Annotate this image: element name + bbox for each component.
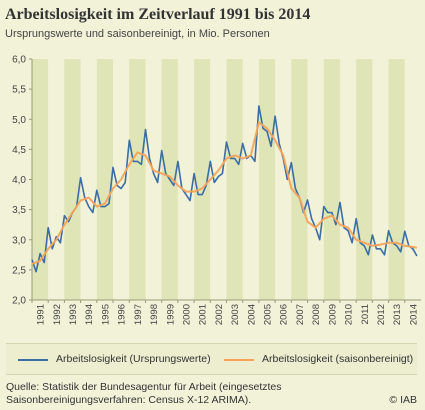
x-tick-label: 2008 <box>311 304 322 325</box>
year-band <box>275 59 292 300</box>
chart-title: Arbeitslosigkeit im Zeitverlauf 1991 bis… <box>5 6 311 23</box>
source-line: Saisonbereinigungsverfahren: Census X-12… <box>6 394 252 406</box>
x-tick-label: 1998 <box>149 304 160 325</box>
x-tick-label: 2003 <box>230 304 241 325</box>
year-band <box>339 59 357 300</box>
year-band <box>242 59 259 300</box>
year-band <box>32 59 49 300</box>
source-note: Quelle: Statistik der Bundesagentur für … <box>6 381 336 407</box>
y-tick-label: 3,5 <box>12 205 26 216</box>
x-tick-label: 1995 <box>100 304 111 325</box>
x-tick-label: 1997 <box>133 304 144 325</box>
y-tick-label: 5,5 <box>12 85 26 96</box>
chart-subtitle: Ursprungswerte und saisonbereinigt, in M… <box>5 28 270 40</box>
y-tick-label: 4,0 <box>12 175 26 186</box>
year-band <box>307 59 324 300</box>
x-tick-label: 2001 <box>198 304 209 325</box>
x-tick-label: 2011 <box>360 304 371 324</box>
year-band <box>404 59 421 300</box>
y-tick-label: 2,5 <box>12 265 26 276</box>
year-band <box>372 59 389 300</box>
series-line-seasonal <box>31 121 418 265</box>
year-band <box>258 59 276 300</box>
x-tick-label: 2005 <box>263 304 274 325</box>
x-tick-label: 1992 <box>52 304 63 325</box>
x-tick-label: 2012 <box>376 304 387 325</box>
series-line-raw <box>31 105 418 273</box>
legend-swatch-raw <box>18 359 48 361</box>
x-tick-label: 2007 <box>295 304 306 325</box>
year-band <box>323 59 340 300</box>
x-tick-label: 2014 <box>408 304 419 325</box>
y-tick-label: 3,0 <box>12 235 26 246</box>
x-tick-label: 2010 <box>344 304 355 325</box>
x-tick-label: 2000 <box>181 304 192 325</box>
x-tick-label: 2002 <box>214 304 225 325</box>
year-band <box>226 59 243 300</box>
y-tick-label: 4,5 <box>12 145 26 156</box>
x-tick-label: 2009 <box>327 304 338 325</box>
y-tick-label: 2,0 <box>12 296 26 307</box>
line-chart: 2,0 2,5 3,0 3,5 4,0 4,5 5,0 5,5 6,0 1991 1992 1993 1… <box>12 55 421 325</box>
x-tick-label: 1994 <box>84 304 95 325</box>
y-tick-label: 5,0 <box>12 115 26 126</box>
year-band <box>210 59 227 300</box>
x-tick-label: 1993 <box>68 304 79 325</box>
year-band <box>194 59 211 300</box>
x-tick-label: 2004 <box>246 304 257 325</box>
year-band <box>96 59 114 300</box>
x-tick-label: 2013 <box>392 304 403 325</box>
year-band <box>291 59 308 300</box>
y-tick-label: 6,0 <box>12 55 26 66</box>
x-tick-label: 1996 <box>117 304 128 325</box>
legend: Arbeitslosigkeit (Ursprungswerte) Arbeit… <box>6 343 417 375</box>
year-band <box>177 59 195 300</box>
copyright-label: © IAB <box>389 394 417 406</box>
source-line: Quelle: Statistik der Bundesagentur für … <box>6 381 282 393</box>
year-band <box>129 59 146 300</box>
legend-swatch-seasonal <box>224 359 254 361</box>
year-band <box>356 59 373 300</box>
legend-label-raw: Arbeitslosigkeit (Ursprungswerte) <box>56 353 211 365</box>
x-tick-label: 1991 <box>36 304 47 325</box>
year-band <box>64 59 81 300</box>
year-band <box>48 59 65 300</box>
x-tick-label: 2006 <box>279 304 290 325</box>
year-band <box>388 59 405 300</box>
year-band <box>145 59 162 300</box>
legend-label-seasonal: Arbeitslosigkeit (saisonbereinigt) <box>262 353 414 365</box>
x-tick-label: 1999 <box>165 304 176 325</box>
year-band <box>80 59 97 300</box>
